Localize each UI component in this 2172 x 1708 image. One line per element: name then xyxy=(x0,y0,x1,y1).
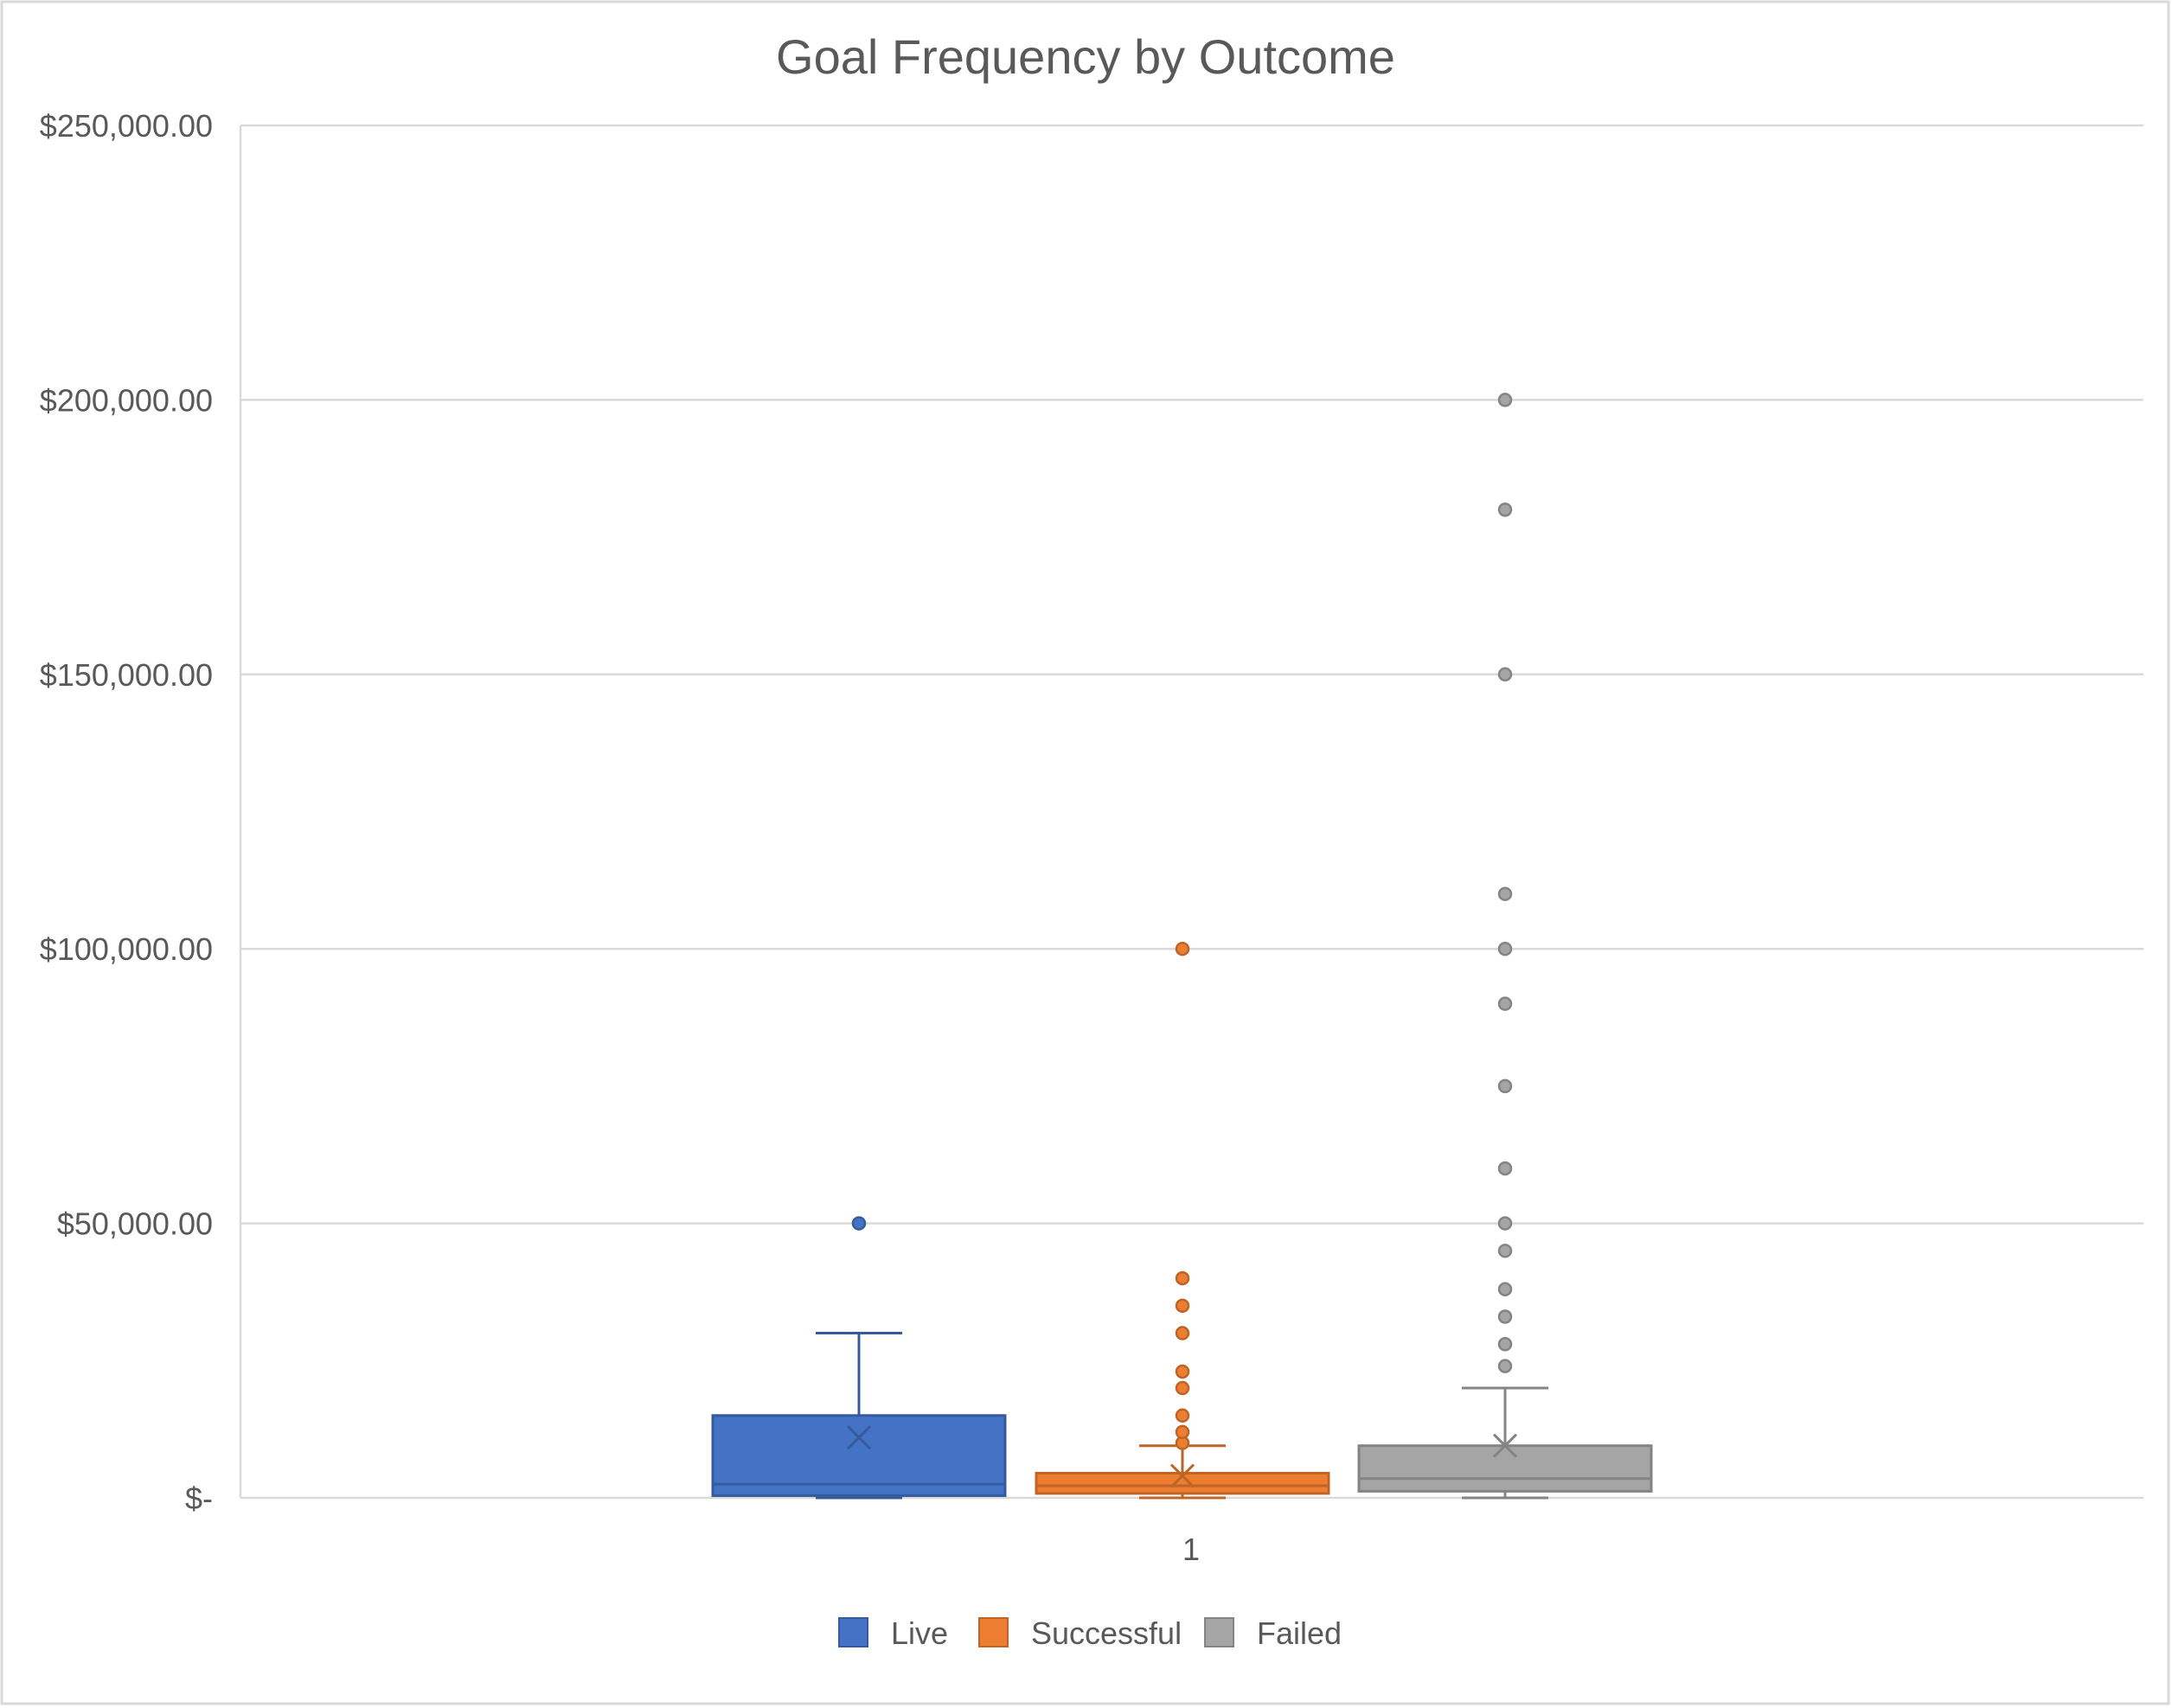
box-failed xyxy=(1357,393,1653,1500)
outlier-point xyxy=(1497,393,1513,407)
outlier-point xyxy=(1497,941,1513,956)
legend-item-successful: Successful xyxy=(978,1615,1182,1651)
x-tick-label: 1 xyxy=(1182,1532,1200,1567)
outlier-point xyxy=(1175,1380,1190,1396)
outlier-point xyxy=(1497,996,1513,1011)
x-axis: 1 xyxy=(1182,1532,1200,1567)
outlier-point xyxy=(1497,1359,1513,1373)
legend-label: Successful xyxy=(1031,1615,1182,1651)
box-iqr xyxy=(711,1414,1007,1497)
outlier-point xyxy=(1175,1408,1190,1423)
mean-marker xyxy=(846,1425,872,1450)
outlier-point xyxy=(1175,1298,1190,1314)
mean-marker xyxy=(1169,1463,1195,1488)
outlier-point xyxy=(1497,1216,1513,1231)
y-axis: $- $50,000.00 $100,000.00 $150,000.00 $200,0… xyxy=(40,108,213,1516)
y-tick-label: $200,000.00 xyxy=(40,382,213,418)
y-tick-label: $250,000.00 xyxy=(40,108,213,144)
legend-label: Live xyxy=(891,1615,948,1651)
box-iqr xyxy=(1357,1444,1653,1493)
outlier-point xyxy=(1175,1326,1190,1340)
legend-label: Failed xyxy=(1257,1615,1342,1651)
y-tick-label: $100,000.00 xyxy=(40,931,213,967)
outlier-point xyxy=(1175,1424,1190,1440)
outlier-point xyxy=(1497,1282,1513,1297)
box-iqr xyxy=(1035,1471,1330,1495)
outlier-point xyxy=(1497,667,1513,682)
y-tick-label: $50,000.00 xyxy=(57,1206,213,1242)
chart-title: Goal Frequency by Outcome xyxy=(776,29,1395,84)
box-live xyxy=(711,1216,1007,1500)
outlier-point xyxy=(1175,1364,1190,1379)
legend-swatch xyxy=(978,1617,1009,1647)
outlier-point xyxy=(851,1216,867,1231)
legend: Live Successful Failed xyxy=(838,1615,1342,1651)
outlier-point xyxy=(1175,1270,1190,1286)
y-tick-label: $- xyxy=(185,1481,213,1516)
legend-swatch xyxy=(838,1617,868,1647)
mean-marker xyxy=(1492,1433,1518,1458)
outlier-point xyxy=(1497,1078,1513,1094)
outlier-point xyxy=(1497,1244,1513,1258)
y-tick-label: $150,000.00 xyxy=(40,657,213,693)
gridlines xyxy=(239,124,2143,1500)
plot-area xyxy=(711,393,1653,1500)
legend-item-failed: Failed xyxy=(1204,1615,1342,1651)
box-successful xyxy=(1035,941,1330,1500)
outlier-point xyxy=(1497,502,1513,517)
outlier-point xyxy=(1497,1337,1513,1352)
outlier-point xyxy=(1497,1309,1513,1324)
outlier-point xyxy=(1497,1161,1513,1176)
legend-item-live: Live xyxy=(838,1615,948,1651)
outlier-point xyxy=(1175,941,1190,956)
legend-swatch xyxy=(1204,1617,1234,1647)
outlier-point xyxy=(1497,886,1513,901)
